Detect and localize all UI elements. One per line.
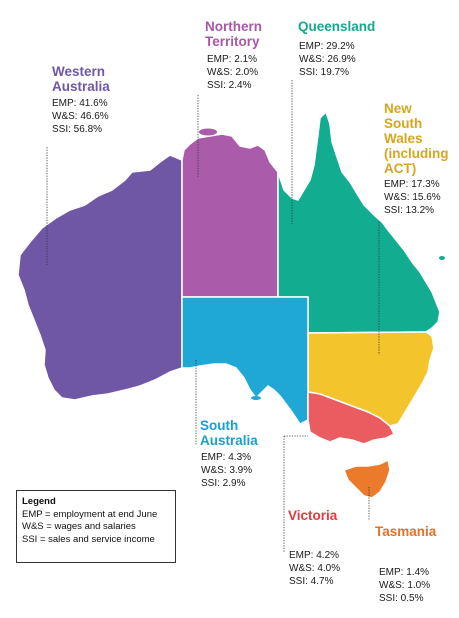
stat-emp-tas: EMP: 1.4% xyxy=(379,567,430,578)
legend-line-ssi: SSI = sales and service income xyxy=(22,533,155,545)
stat-ws-qld: W&S: 26.9% xyxy=(299,54,356,65)
region-stats-tas: EMP: 1.4% W&S: 1.0% SSI: 0.5% xyxy=(379,566,430,605)
stat-ssi-wa: SSI: 56.8% xyxy=(52,124,103,135)
coastal-islands xyxy=(199,128,445,400)
stat-ws-vic: W&S: 4.0% xyxy=(289,563,341,574)
stat-ws-nsw: W&S: 15.6% xyxy=(384,192,441,203)
stat-ws-nt: W&S: 2.0% xyxy=(207,67,259,78)
region-stats-sa: EMP: 4.3% W&S: 3.9% SSI: 2.9% xyxy=(201,451,252,490)
stat-ssi-nt: SSI: 2.4% xyxy=(207,80,252,91)
region-title-sa: South Australia xyxy=(200,418,258,448)
legend-line-emp: EMP = employment at end June xyxy=(22,508,158,520)
stat-ssi-nsw: SSI: 13.2% xyxy=(384,205,435,216)
region-title-tas: Tasmania xyxy=(375,524,437,539)
region-western-australia xyxy=(17,154,183,401)
region-tasmania xyxy=(343,459,391,499)
legend-title: Legend xyxy=(22,496,56,507)
region-title-wa: Western Australia xyxy=(52,64,110,94)
legend-line-ws: W&S = wages and salaries xyxy=(22,521,136,532)
region-stats-qld: EMP: 29.2% W&S: 26.9% SSI: 19.7% xyxy=(299,40,356,79)
region-stats-nt: EMP: 2.1% W&S: 2.0% SSI: 2.4% xyxy=(207,53,258,92)
stat-ssi-sa: SSI: 2.9% xyxy=(201,478,246,489)
stat-emp-sa: EMP: 4.3% xyxy=(201,452,252,463)
stat-emp-nt: EMP: 2.1% xyxy=(207,54,258,65)
region-south-australia xyxy=(181,296,309,425)
region-stats-vic: EMP: 4.2% W&S: 4.0% SSI: 4.7% xyxy=(289,549,340,588)
region-victoria xyxy=(307,391,395,445)
stat-emp-qld: EMP: 29.2% xyxy=(299,41,355,52)
stat-emp-vic: EMP: 4.2% xyxy=(289,550,340,561)
region-title-nsw: New South Wales (including ACT) xyxy=(384,101,449,176)
stat-emp-wa: EMP: 41.6% xyxy=(52,98,108,109)
stat-ssi-vic: SSI: 4.7% xyxy=(289,576,334,587)
region-queensland xyxy=(277,111,441,334)
legend-box: Legend EMP = employment at end June W&S … xyxy=(16,490,176,563)
stat-ws-wa: W&S: 46.6% xyxy=(52,111,109,122)
region-title-nt: Northern Territory xyxy=(205,19,262,49)
stat-ws-tas: W&S: 1.0% xyxy=(379,580,431,591)
region-title-qld: Queensland xyxy=(298,19,376,34)
stat-emp-nsw: EMP: 17.3% xyxy=(384,179,440,190)
region-northern-territory xyxy=(181,133,279,298)
stat-ws-sa: W&S: 3.9% xyxy=(201,465,253,476)
region-stats-wa: EMP: 41.6% W&S: 46.6% SSI: 56.8% xyxy=(52,97,109,136)
region-title-vic: Victoria xyxy=(288,508,338,523)
region-stats-nsw: EMP: 17.3% W&S: 15.6% SSI: 13.2% xyxy=(384,178,441,217)
stat-ssi-qld: SSI: 19.7% xyxy=(299,67,350,78)
leader-lines xyxy=(46,80,380,552)
stat-ssi-tas: SSI: 0.5% xyxy=(379,593,424,604)
